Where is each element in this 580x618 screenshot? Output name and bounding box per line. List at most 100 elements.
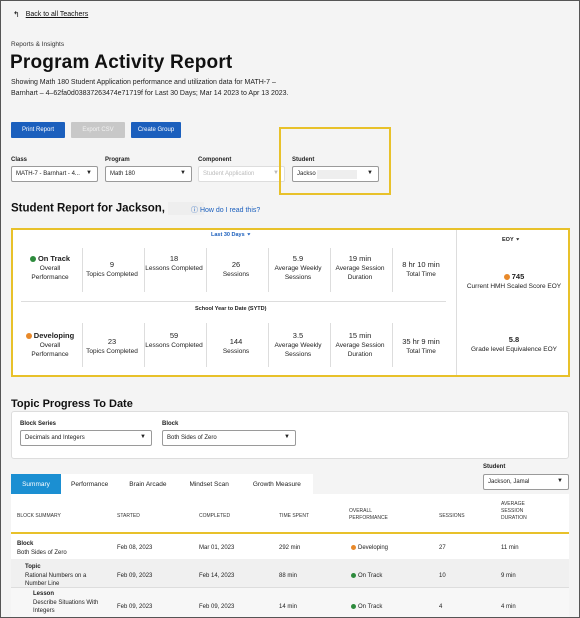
- row-name: Rational Numbers on a Number Line: [25, 572, 87, 588]
- overall-performance-label: Overall Performance: [31, 342, 69, 358]
- overall-performance-value: On Track: [21, 254, 79, 263]
- block-value: Both Sides of Zero: [167, 435, 217, 441]
- row-name: Describe Situations With Integers: [33, 599, 99, 615]
- avg-weekly-sessions-sytd: 3.5 Average Weekly Sessions: [269, 331, 327, 359]
- redacted-name: [316, 169, 357, 179]
- class-select[interactable]: MATH-7 - Barnhart - 4... ▼: [11, 166, 98, 182]
- program-select[interactable]: Math 180 ▼: [105, 166, 192, 182]
- row-avg-duration: 11 min: [501, 545, 519, 551]
- class-filter-label: Class: [11, 157, 28, 163]
- breadcrumb: Reports & Insights: [11, 41, 65, 48]
- report-tabs: Summary Performance Brain Arcade Mindset…: [11, 474, 313, 494]
- row-performance: Developing: [351, 544, 388, 553]
- metric-value: 8 hr 10 min: [402, 260, 440, 269]
- block-series-select[interactable]: Decimals and Integers ▼: [20, 430, 152, 446]
- component-select: Student Application ▼: [198, 166, 285, 182]
- period-selector[interactable]: Last 30 Days ▼: [211, 232, 252, 238]
- divider: [330, 323, 331, 367]
- metric-label: Total Time: [406, 271, 436, 278]
- student-picker-value: Jackson, Jamal: [488, 479, 530, 485]
- avg-weekly-sessions-30d: 5.9 Average Weekly Sessions: [269, 254, 327, 282]
- student-picker-select[interactable]: Jackson, Jamal ▼: [483, 474, 569, 490]
- tab-mindset-scan[interactable]: Mindset Scan: [177, 474, 241, 494]
- divider: [456, 230, 457, 375]
- block-select[interactable]: Both Sides of Zero ▼: [162, 430, 296, 446]
- metric-label: Lessons Completed: [145, 265, 203, 272]
- developing-dot-icon: [351, 545, 356, 550]
- metric-value: 9: [109, 260, 115, 269]
- row-started: Feb 09, 2023: [117, 604, 153, 610]
- chevron-down-icon: ▼: [246, 232, 252, 238]
- divider: [268, 248, 269, 292]
- metric-label: Topics Completed: [86, 348, 138, 355]
- student-filter-label: Student: [292, 157, 315, 163]
- tab-performance[interactable]: Performance: [61, 474, 119, 494]
- developing-dot-icon: [25, 333, 32, 339]
- table-row-name: Topic Rational Numbers on a Number Line: [25, 563, 105, 589]
- student-select[interactable]: Jackso ▼: [292, 166, 379, 182]
- component-select-value: Student Application: [203, 171, 255, 177]
- print-report-button[interactable]: Print Report: [11, 122, 65, 138]
- how-to-read-label: How do I read this?: [199, 207, 261, 214]
- metric-value: 35 hr 9 min: [402, 337, 440, 346]
- row-time-spent: 14 min: [279, 604, 298, 610]
- metric-value: 15 min: [348, 331, 372, 340]
- row-divider: [11, 587, 569, 588]
- divider: [268, 323, 269, 367]
- metric-label: Total Time: [406, 348, 436, 355]
- divider: [392, 248, 393, 292]
- row-time-spent: 292 min: [279, 545, 301, 551]
- metric-label: Average Weekly Sessions: [274, 265, 322, 281]
- tab-summary[interactable]: Summary: [11, 474, 61, 494]
- table-row-name: Block Both Sides of Zero: [17, 540, 67, 557]
- eoy-selector[interactable]: EOY ▼: [502, 237, 521, 243]
- row-completed: Mar 01, 2023: [199, 545, 235, 551]
- divider: [21, 301, 446, 302]
- program-filter-label: Program: [105, 157, 130, 163]
- lessons-completed-30d: 18 Lessons Completed: [145, 254, 203, 273]
- chevron-down-icon: ▼: [180, 170, 186, 176]
- metric-value: 5.9: [292, 254, 304, 263]
- row-completed: Feb 09, 2023: [199, 604, 235, 610]
- lessons-completed-sytd: 59 Lessons Completed: [145, 331, 203, 350]
- chevron-down-icon: ▼: [140, 434, 146, 440]
- developing-dot-icon: [503, 274, 510, 280]
- stats-panel: Last 30 Days ▼ EOY ▼ School Year to Date…: [11, 228, 570, 377]
- on-track-dot-icon: [351, 573, 356, 578]
- back-to-teachers-link[interactable]: ↰ Back to all Teachers: [13, 10, 88, 19]
- metric-value: 26: [231, 260, 241, 269]
- tab-brain-arcade[interactable]: Brain Arcade: [118, 474, 178, 494]
- divider: [330, 248, 331, 292]
- header-block-summary: BLOCK SUMMARY: [17, 513, 61, 519]
- chevron-down-icon: ▼: [557, 478, 563, 484]
- create-group-button[interactable]: Create Group: [131, 122, 181, 138]
- table-row-name: Lesson Describe Situations With Integers: [33, 590, 113, 616]
- export-csv-button: Export CSV: [71, 122, 125, 138]
- report-description: Showing Math 180 Student Application per…: [11, 79, 289, 97]
- tab-growth-measure[interactable]: Growth Measure: [240, 474, 313, 494]
- metric-label: Average Weekly Sessions: [274, 342, 322, 358]
- on-track-dot-icon: [29, 256, 36, 262]
- avg-session-duration-30d: 19 min Average Session Duration: [329, 254, 391, 282]
- metric-value: 18: [169, 254, 179, 263]
- header-divider: [11, 532, 569, 534]
- header-overall-performance: OVERALL PERFORMANCE: [349, 508, 388, 521]
- chevron-down-icon: ▼: [273, 170, 279, 176]
- how-to-read-link[interactable]: ⓘ How do I read this?: [191, 205, 260, 215]
- scaled-score-value: 745: [459, 272, 569, 281]
- overall-performance-label: Overall Performance: [31, 265, 69, 281]
- topics-completed-30d: 9 Topics Completed: [83, 260, 141, 279]
- total-time-sytd: 35 hr 9 min Total Time: [390, 337, 452, 356]
- back-arrow-icon: ↰: [13, 10, 20, 19]
- divider: [144, 323, 145, 367]
- metric-label: Average Session Duration: [335, 265, 385, 281]
- on-track-dot-icon: [351, 604, 356, 609]
- sytd-label: School Year to Date (SYTD): [195, 306, 267, 312]
- row-sessions: 10: [439, 573, 446, 579]
- row-sessions: 4: [439, 604, 443, 610]
- block-label: Block: [162, 421, 179, 427]
- redacted-name: [168, 202, 204, 215]
- metric-value: 59: [169, 331, 179, 340]
- row-type: Lesson: [33, 591, 55, 597]
- header-started: STARTED: [117, 513, 140, 519]
